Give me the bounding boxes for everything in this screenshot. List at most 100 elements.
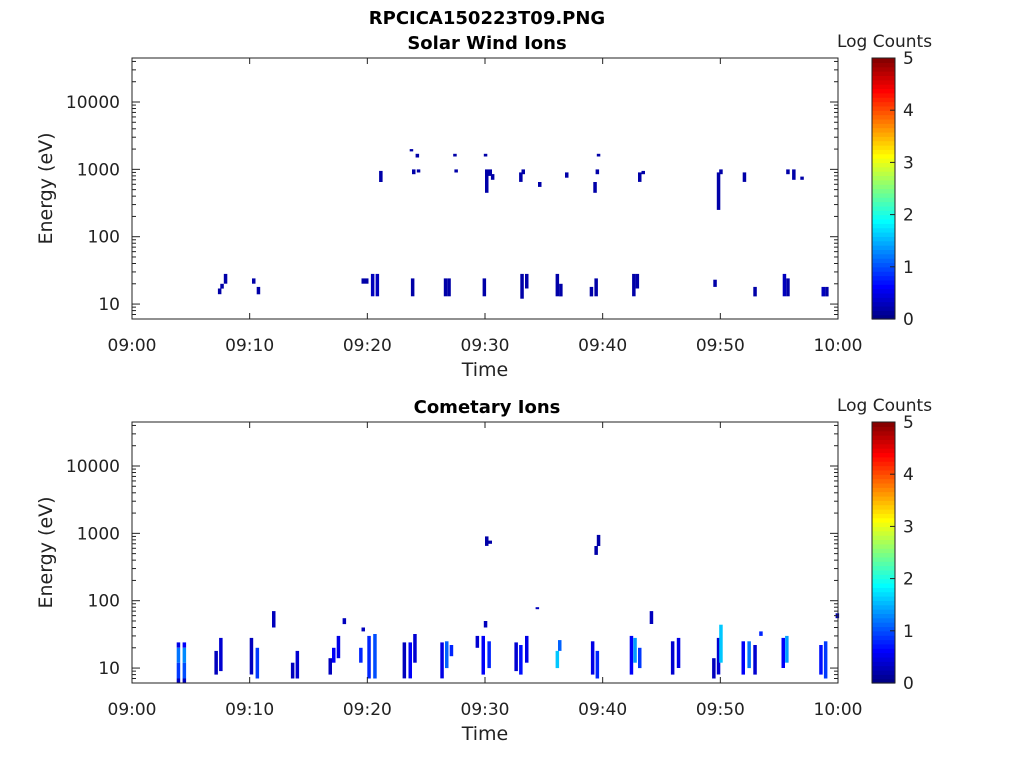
heatmap-cell: [716, 637, 721, 675]
colorbar-segment: [872, 140, 895, 146]
heatmap-cell: [596, 534, 601, 546]
colorbar-segment: [872, 171, 895, 177]
colorbar-segment: [872, 284, 895, 290]
heatmap-cell: [594, 278, 598, 297]
heatmap-cell: [593, 182, 597, 193]
heatmap-cell: [214, 650, 218, 675]
heatmap-cell: [641, 170, 645, 175]
colorbar-tick-label: 2: [903, 570, 914, 590]
heatmap-cell: [821, 286, 825, 297]
heatmap-cell: [249, 637, 254, 675]
heatmap-cell: [595, 650, 600, 679]
solar-wind-ylabel: Energy (eV): [35, 132, 57, 244]
heatmap-cell: [443, 278, 448, 297]
heatmap-cell: [596, 153, 601, 157]
colorbar-segment: [872, 461, 895, 467]
heatmap-cell: [483, 621, 488, 628]
colorbar-segment: [872, 626, 895, 632]
x-tick-label: 09:00: [108, 700, 157, 720]
heatmap-cell: [475, 635, 480, 648]
colorbar-tick-label: 5: [903, 413, 914, 433]
heatmap-cell: [182, 678, 187, 683]
heatmap-cell: [759, 631, 763, 636]
colorbar-segment: [872, 587, 895, 593]
colorbar-segment: [872, 258, 895, 264]
heatmap-cell: [781, 637, 785, 668]
colorbar-segment: [872, 495, 895, 501]
colorbar-segment: [872, 630, 895, 636]
heatmap-cell: [219, 637, 223, 672]
colorbar-segment: [872, 79, 895, 85]
colorbar-segment: [872, 118, 895, 124]
heatmap-cell: [521, 169, 525, 175]
y-tick-label: 1000: [77, 160, 120, 180]
heatmap-cell: [402, 642, 407, 679]
colorbar-segment: [872, 232, 895, 237]
heatmap-cell: [409, 149, 414, 152]
colorbar-segment: [872, 474, 895, 480]
colorbar-segment: [872, 617, 895, 623]
colorbar-segment: [872, 166, 895, 172]
colorbar-segment: [872, 288, 895, 294]
colorbar-tick-label: 2: [903, 206, 914, 226]
heatmap-cell: [558, 640, 562, 651]
heatmap-cell: [559, 283, 563, 297]
colorbar-segment: [872, 188, 895, 194]
colorbar-segment: [872, 522, 895, 527]
colorbar-segment: [872, 66, 895, 72]
colorbar-segment: [872, 582, 895, 588]
x-tick-label: 09:00: [108, 336, 157, 356]
colorbar-segment: [872, 622, 895, 628]
solar-wind-axes: 09:00 09:10 09:20 09:30 09:40 09:50 10:00 10 100…: [66, 58, 863, 356]
colorbar-segment: [872, 469, 895, 475]
colorbar-segment: [872, 271, 895, 277]
colorbar-segment: [872, 227, 895, 233]
heatmap-cell: [490, 174, 495, 180]
colorbar-segment: [872, 101, 895, 107]
colorbar-segment: [872, 192, 895, 198]
heatmap-cell: [629, 635, 634, 675]
colorbar-segment: [872, 136, 895, 142]
colorbar-segment: [872, 301, 895, 307]
colorbar-segment: [872, 678, 895, 684]
heatmap-cell: [786, 169, 790, 175]
colorbar-segment: [872, 574, 895, 580]
colorbar-segment: [872, 218, 895, 224]
colorbar-segment: [872, 249, 895, 255]
heatmap-cell: [176, 678, 181, 683]
colorbar-segment: [872, 105, 895, 111]
heatmap-cell: [633, 637, 637, 663]
colorbar-tick-label: 4: [903, 465, 914, 485]
colorbar-segment: [872, 504, 895, 510]
heatmap-cell: [176, 662, 181, 679]
cometary-panel: Cometary Ions 09:00 09:10 09:20 09:30 09:40 0…: [35, 396, 932, 745]
heatmap-cell: [638, 172, 642, 182]
heatmap-cell: [361, 278, 365, 284]
cometary-ylabel: Energy (eV): [35, 496, 57, 608]
heatmap-cell: [182, 642, 187, 648]
colorbar-segment: [872, 517, 895, 523]
colorbar-segment: [872, 205, 895, 211]
heatmap-cell: [535, 607, 540, 610]
colorbar-tick-label: 0: [903, 674, 914, 694]
heatmap-cell: [373, 634, 377, 679]
heatmap-cell: [483, 153, 488, 157]
colorbar-segment: [872, 179, 895, 185]
heatmap-cell: [413, 634, 417, 663]
heatmap-cell: [719, 624, 723, 663]
figure-title: RPCICA150223T09.PNG: [369, 8, 605, 29]
x-tick-label: 10:00: [814, 336, 863, 356]
solar-wind-colorbar-label: Log Counts: [837, 32, 932, 52]
colorbar-segment: [872, 223, 895, 229]
heatmap-cell: [176, 642, 181, 648]
cometary-xlabel: Time: [461, 723, 509, 745]
colorbar-tick-label: 1: [903, 258, 914, 278]
colorbar-segment: [872, 422, 895, 427]
heatmap-cell: [555, 650, 560, 669]
colorbar-segment: [872, 153, 895, 159]
y-tick-label: 10: [98, 295, 120, 315]
heatmap-cell: [514, 642, 518, 672]
heatmap-cell: [825, 286, 829, 297]
colorbar-segment: [872, 530, 895, 536]
heatmap-cell: [332, 647, 336, 663]
